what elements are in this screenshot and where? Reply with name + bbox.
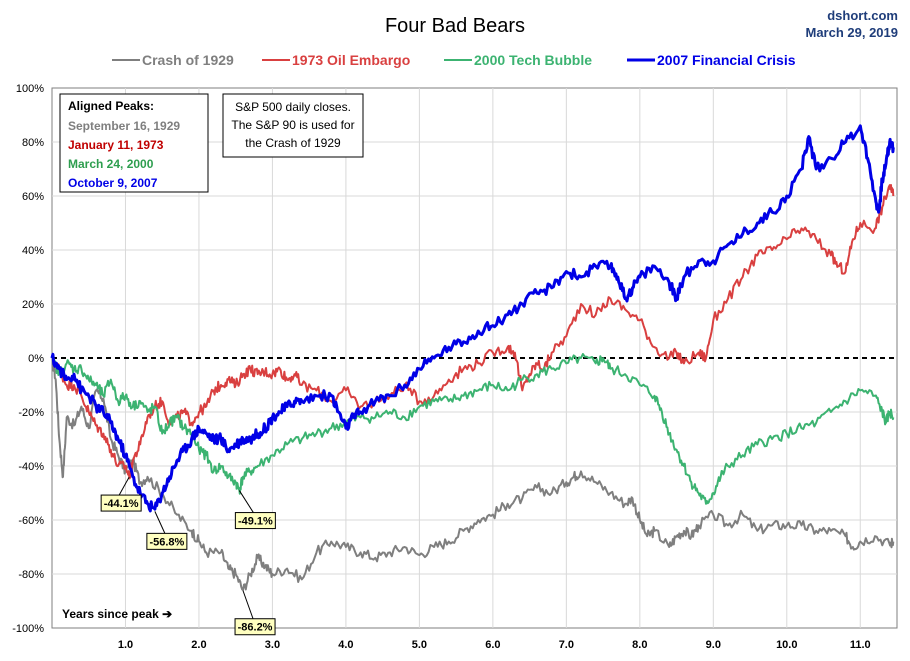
chart-title: Four Bad Bears (385, 15, 525, 37)
aligned-peak-1929: September 16, 1929 (68, 119, 180, 133)
note-line-3: the Crash of 1929 (245, 136, 341, 150)
callout-box (234, 618, 276, 636)
aligned-peaks-heading: Aligned Peaks: (68, 99, 154, 113)
callout-leader (238, 490, 254, 513)
callout-label: -86.2% (238, 622, 273, 634)
callout-leader (154, 511, 166, 534)
y-tick-label: 0% (28, 353, 44, 365)
x-tick-label: 1.0 (118, 639, 133, 651)
y-tick-label: 80% (22, 137, 44, 149)
legend-label: 2007 Financial Crisis (657, 52, 796, 68)
callout-label: -49.1% (238, 516, 273, 528)
x-tick-label: 5.0 (412, 639, 427, 651)
y-tick-label: 40% (22, 245, 44, 257)
aligned-peaks-box: Aligned Peaks: September 16, 1929 Januar… (59, 93, 209, 193)
y-tick-label: -100% (12, 623, 44, 635)
legend: Crash of 1929 1973 Oil Embargo 2000 Tech B… (112, 52, 796, 68)
y-tick-label: -20% (18, 407, 44, 419)
legend-label: 1973 Oil Embargo (292, 52, 410, 68)
trough-callouts: -44.1% -56.8% -49.1% -86.2% (100, 476, 276, 636)
callout-box (100, 494, 142, 512)
y-tick-label: -60% (18, 515, 44, 527)
note-box-frame (222, 93, 364, 158)
y-tick-label: -80% (18, 569, 44, 581)
series-lines (50, 124, 895, 592)
note-line-1: S&P 500 daily closes. (235, 100, 351, 114)
x-tick-label: 7.0 (559, 639, 574, 651)
y-tick-label: -40% (18, 461, 44, 473)
note-box: S&P 500 daily closes. The S&P 90 is used… (222, 93, 364, 158)
x-axis-title: Years since peak ➔ (62, 607, 172, 621)
x-tick-label: 8.0 (632, 639, 647, 651)
y-tick-label: 60% (22, 191, 44, 203)
series-line-2 (51, 353, 895, 505)
date-label: March 29, 2019 (805, 25, 898, 40)
source-label: dshort.com (827, 8, 898, 23)
series-line-3 (50, 124, 895, 513)
y-tick-label: 20% (22, 299, 44, 311)
x-tick-label: 3.0 (265, 639, 280, 651)
legend-label: 2000 Tech Bubble (474, 52, 592, 68)
callout-leader (118, 476, 130, 496)
callout-box (146, 532, 188, 550)
aligned-peaks-box-frame (59, 93, 209, 193)
x-axis-ticks: 1.0 2.0 3.0 4.0 5.0 6.0 7.0 8.0 9.0 10.0 11.0 (118, 639, 871, 651)
x-tick-label: 10.0 (776, 639, 797, 651)
x-tick-label: 4.0 (338, 639, 353, 651)
aligned-peak-1973: January 11, 1973 (68, 138, 164, 152)
callout-label: -56.8% (149, 536, 184, 548)
legend-label: Crash of 1929 (142, 52, 234, 68)
x-tick-label: 6.0 (485, 639, 500, 651)
callout-leader (242, 590, 254, 619)
aligned-peak-2007: October 9, 2007 (68, 176, 158, 190)
note-line-2: The S&P 90 is used for (231, 118, 354, 132)
x-tick-label: 9.0 (706, 639, 721, 651)
aligned-peak-2000: March 24, 2000 (68, 157, 154, 171)
x-tick-label: 11.0 (850, 639, 871, 651)
callout-label: -44.1% (104, 498, 139, 510)
x-tick-label: 2.0 (191, 639, 206, 651)
y-tick-label: 100% (16, 83, 44, 95)
callout-box (234, 512, 276, 530)
y-axis-ticks: -100% -80% -60% -40% -20% 0% 20% 40% 60% 80% 100% (12, 83, 44, 635)
